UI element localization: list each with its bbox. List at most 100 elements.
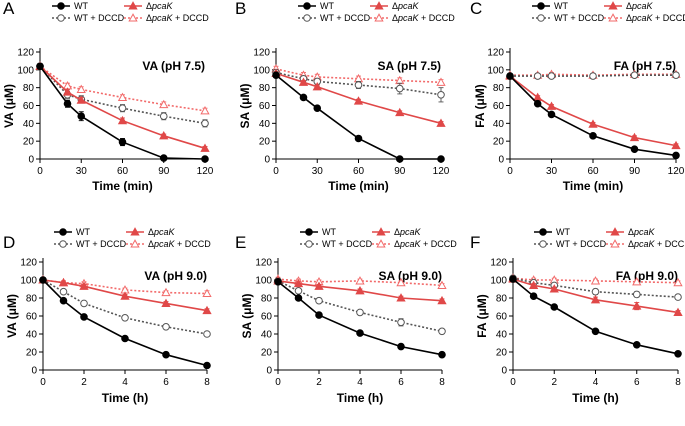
legend: WT ΔpcaK WT + DCCD ΔpcaK + DCCD bbox=[300, 227, 457, 249]
data-point bbox=[203, 330, 211, 338]
data-point bbox=[299, 93, 308, 102]
legend-label: ΔpcaK bbox=[148, 227, 176, 237]
series-line bbox=[42, 279, 208, 367]
series-line bbox=[39, 65, 206, 125]
y-tick-label: 20 bbox=[23, 137, 35, 148]
data-point bbox=[355, 285, 365, 295]
data-point bbox=[632, 301, 642, 310]
legend-entry: WT bbox=[52, 1, 88, 11]
series-line bbox=[277, 280, 443, 302]
legend-label: WT bbox=[556, 227, 570, 237]
y-tick-label: 40 bbox=[493, 119, 505, 130]
data-point bbox=[162, 323, 170, 331]
legend-label: WT + DCCD bbox=[322, 239, 373, 249]
y-tick-label: 0 bbox=[264, 155, 270, 166]
series-line bbox=[39, 65, 206, 112]
y-tick-label: 20 bbox=[493, 137, 505, 148]
legend-marker bbox=[305, 240, 313, 248]
legend-label: ΔpcaK bbox=[394, 227, 422, 237]
data-point bbox=[294, 294, 303, 302]
data-point bbox=[121, 314, 129, 322]
data-point bbox=[438, 350, 446, 359]
legend-label: WT + DCCD bbox=[320, 13, 371, 23]
chart-title: FA (pH 7.5) bbox=[614, 59, 676, 73]
series-line bbox=[275, 72, 442, 125]
legend-label: WT + DCCD bbox=[556, 239, 607, 249]
series-line bbox=[42, 279, 208, 335]
data-point bbox=[313, 104, 322, 112]
series-wt bbox=[36, 62, 209, 163]
legend-entry: WT bbox=[300, 227, 336, 237]
x-tick-label: 30 bbox=[312, 166, 324, 177]
data-point bbox=[201, 119, 209, 128]
y-tick-label: 20 bbox=[496, 348, 508, 359]
legend: WT ΔpcaK WT + DCCD ΔpcaK + DCCD bbox=[298, 1, 455, 23]
data-point bbox=[294, 287, 303, 295]
data-point bbox=[162, 350, 170, 359]
legend-label: ΔpcaK bbox=[628, 227, 656, 237]
legend-label: WT + DCCD bbox=[76, 239, 127, 249]
legend-label: WT bbox=[554, 1, 568, 11]
legend-marker bbox=[610, 239, 620, 248]
y-tick-label: 20 bbox=[261, 348, 273, 359]
legend-entry: WT + DCCD bbox=[52, 13, 125, 23]
legend: WT ΔpcaK WT + DCCD ΔpcaK + DCCD bbox=[532, 1, 685, 23]
data-point bbox=[59, 296, 68, 305]
legend-entry: WT bbox=[298, 1, 334, 11]
x-tick-label: 90 bbox=[394, 166, 406, 177]
y-tick-label: 80 bbox=[261, 294, 273, 305]
y-tick-label: 0 bbox=[28, 155, 34, 166]
series-line bbox=[277, 278, 443, 287]
x-tick-label: 120 bbox=[433, 166, 450, 177]
data-point bbox=[436, 77, 446, 86]
data-point bbox=[674, 293, 682, 301]
y-tick-label: 60 bbox=[259, 101, 271, 112]
x-tick-label: 0 bbox=[37, 166, 43, 177]
data-point bbox=[533, 99, 542, 108]
data-point bbox=[58, 277, 69, 287]
data-point bbox=[674, 350, 682, 358]
x-tick-label: 30 bbox=[76, 166, 88, 177]
data-point bbox=[356, 329, 364, 337]
data-point bbox=[120, 291, 130, 300]
y-axis-title: VA (μM) bbox=[5, 294, 19, 338]
series-line bbox=[277, 280, 443, 333]
data-point bbox=[529, 292, 538, 301]
x-axis-title: Time (h) bbox=[572, 391, 618, 405]
panel-F: F 0 20 40 60 80 100 120 0 2 4 6 8 Time (h) FA (μM) FA (… bbox=[470, 227, 685, 405]
x-tick-label: 0 bbox=[273, 166, 279, 177]
y-tick-label: 20 bbox=[259, 137, 271, 148]
legend-entry: ΔpcaK + DCCD bbox=[372, 239, 457, 249]
y-tick-label: 120 bbox=[487, 48, 504, 59]
data-point bbox=[159, 154, 168, 162]
x-tick-label: 60 bbox=[353, 166, 365, 177]
data-point bbox=[202, 305, 212, 315]
data-point bbox=[437, 280, 447, 289]
legend-label: ΔpcaK + DCCD bbox=[628, 239, 685, 249]
y-tick-label: 40 bbox=[261, 330, 273, 341]
series-wt-dccd bbox=[274, 277, 446, 336]
legend-marker bbox=[303, 2, 311, 10]
data-point bbox=[437, 91, 445, 99]
legend-marker bbox=[128, 1, 138, 10]
data-point bbox=[629, 132, 640, 142]
series-wt bbox=[274, 278, 446, 359]
series-line bbox=[512, 277, 679, 284]
y-tick-label: 40 bbox=[259, 119, 271, 130]
data-point bbox=[159, 112, 168, 120]
panel-letter: B bbox=[235, 0, 246, 18]
legend-entry: WT + DCCD bbox=[532, 13, 605, 23]
data-point bbox=[672, 71, 680, 79]
x-tick-label: 8 bbox=[675, 377, 681, 388]
data-point bbox=[76, 95, 86, 104]
data-point bbox=[533, 72, 542, 80]
x-tick-label: 2 bbox=[551, 377, 557, 388]
series-wt-dccd bbox=[506, 71, 680, 80]
series-wt bbox=[39, 276, 211, 370]
legend-label: ΔpcaK + DCCD bbox=[148, 239, 211, 249]
data-point bbox=[547, 110, 556, 119]
legend-entry: ΔpcaK + DCCD bbox=[604, 13, 685, 23]
data-point bbox=[630, 71, 639, 79]
data-point bbox=[159, 99, 169, 109]
series--pcak bbox=[508, 274, 683, 316]
